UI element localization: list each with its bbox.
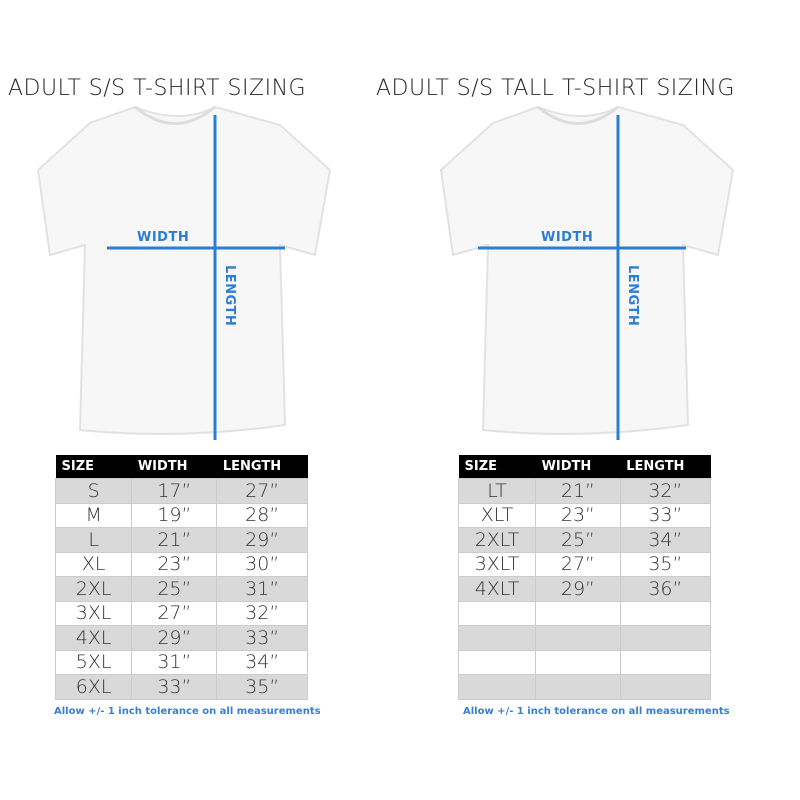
table-cell: 21” (131, 527, 218, 553)
table-cell: 27” (216, 478, 308, 504)
width-label: WIDTH (137, 230, 190, 245)
table-row: XLT 23” 33” (457, 502, 712, 528)
table-row (457, 649, 712, 675)
table-cell (535, 649, 621, 675)
table-cell: 27” (535, 551, 621, 577)
table-cell: LT (457, 478, 537, 504)
table-cell: 6XL (54, 674, 133, 700)
table-cell (457, 625, 537, 651)
table-cell: 28” (216, 502, 308, 528)
table-cell: 33” (619, 502, 712, 528)
table-row: S 17” 27” (54, 478, 308, 504)
table-cell (619, 625, 712, 651)
table-cell: 36” (619, 576, 712, 602)
table-row: 5XL 31” 34” (54, 649, 308, 675)
tolerance-note: Allow +/- 1 inch tolerance on all measur… (463, 706, 730, 717)
table-cell: 25” (131, 576, 218, 602)
table-row: 3XL 27” 32” (54, 600, 308, 626)
table-cell: M (54, 502, 133, 528)
table-row: XL 23” 30” (54, 551, 308, 577)
table-row: LT 21” 32” (457, 478, 712, 504)
table-cell: 23” (535, 502, 621, 528)
table-cell: XL (54, 551, 133, 577)
table-cell: 4XLT (457, 576, 537, 602)
table-cell: 2XLT (457, 527, 537, 553)
column-header: LENGTH (620, 455, 711, 479)
size-table: SIZE WIDTH LENGTH S 17” 27” M 19” 28” L 21” 29” XL 23… (54, 455, 308, 700)
tshirt-illustration (36, 105, 332, 440)
table-cell: 4XL (54, 625, 133, 651)
table-cell: 23” (131, 551, 218, 577)
column-header: WIDTH (131, 455, 217, 479)
table-cell: 35” (216, 674, 308, 700)
header-row: SIZE WIDTH LENGTH (458, 455, 711, 479)
table-cell: 2XL (54, 576, 133, 602)
table-cell: L (54, 527, 133, 553)
table-cell (619, 649, 712, 675)
column-header: SIZE (458, 455, 536, 479)
width-label: WIDTH (541, 230, 594, 245)
table-cell (535, 625, 621, 651)
header-row: SIZE WIDTH LENGTH (55, 455, 308, 479)
table-cell: XLT (457, 502, 537, 528)
table-row: 4XL 29” 33” (54, 625, 308, 651)
column-header: WIDTH (535, 455, 621, 479)
table-cell: 29” (131, 625, 218, 651)
table-cell (457, 600, 537, 626)
table-row: 3XLT 27” 35” (457, 551, 712, 577)
tall-size-table: SIZE WIDTH LENGTH LT 21” 32” XLT 23” 33” 2XLT 25” 3… (457, 455, 712, 700)
table-row: M 19” 28” (54, 502, 308, 528)
table-row (457, 600, 712, 626)
table-row: 6XL 33” 35” (54, 674, 308, 700)
table-cell: 34” (216, 649, 308, 675)
table-cell: 29” (535, 576, 621, 602)
table-cell: 35” (619, 551, 712, 577)
table-row: 2XLT 25” 34” (457, 527, 712, 553)
table-cell: S (54, 478, 133, 504)
table-cell: 34” (619, 527, 712, 553)
table-cell (457, 649, 537, 675)
table-cell: 33” (131, 674, 218, 700)
table-cell (457, 674, 537, 700)
table-cell: 17” (131, 478, 218, 504)
table-cell: 21” (535, 478, 621, 504)
left-title: ADULT S/S T-SHIRT SIZING (8, 76, 307, 101)
table-cell: 31” (216, 576, 308, 602)
column-header: LENGTH (216, 455, 308, 479)
table-row (457, 625, 712, 651)
table-cell (535, 600, 621, 626)
table-cell (619, 674, 712, 700)
length-label: LENGTH (222, 265, 237, 327)
table-cell: 29” (216, 527, 308, 553)
table-cell: 30” (216, 551, 308, 577)
tall-tshirt-illustration (439, 105, 735, 440)
table-cell: 31” (131, 649, 218, 675)
table-cell (535, 674, 621, 700)
table-cell: 33” (216, 625, 308, 651)
table-cell: 3XLT (457, 551, 537, 577)
column-header: SIZE (55, 455, 132, 479)
table-cell: 27” (131, 600, 218, 626)
table-row: 4XLT 29” 36” (457, 576, 712, 602)
table-cell: 5XL (54, 649, 133, 675)
table-cell: 25” (535, 527, 621, 553)
table-row (457, 674, 712, 700)
table-cell: 19” (131, 502, 218, 528)
table-cell (619, 600, 712, 626)
table-cell: 32” (619, 478, 712, 504)
length-label: LENGTH (625, 265, 640, 327)
table-cell: 3XL (54, 600, 133, 626)
table-row: L 21” 29” (54, 527, 308, 553)
right-title: ADULT S/S TALL T-SHIRT SIZING (376, 76, 735, 101)
table-cell: 32” (216, 600, 308, 626)
tolerance-note: Allow +/- 1 inch tolerance on all measur… (54, 706, 321, 717)
table-row: 2XL 25” 31” (54, 576, 308, 602)
